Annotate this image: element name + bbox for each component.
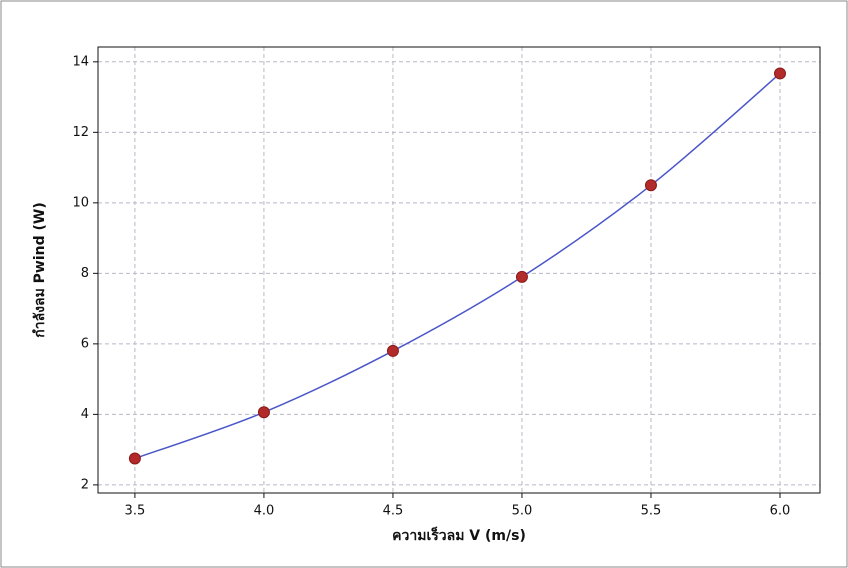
x-tick-label: 3.5 xyxy=(125,504,146,519)
y-tick-label: 8 xyxy=(81,266,89,281)
data-line xyxy=(134,72,781,460)
x-tick-label: 6.0 xyxy=(770,504,791,519)
data-point xyxy=(128,452,141,465)
data-point xyxy=(386,344,399,357)
x-axis-title: ความเร็วลม V (m/s) xyxy=(392,526,526,544)
y-tick-label: 4 xyxy=(81,407,89,422)
data-point xyxy=(774,67,787,80)
y-tick-label: 2 xyxy=(81,477,89,492)
y-tick-label: 6 xyxy=(81,336,89,351)
y-tick-label: 14 xyxy=(72,54,89,69)
data-point xyxy=(515,270,528,283)
y-tick-label: 10 xyxy=(72,195,89,210)
x-tick-label: 4.5 xyxy=(383,504,404,519)
plot-area xyxy=(98,47,820,493)
y-axis-title: กำลังลม Pwind (W) xyxy=(32,202,48,338)
x-tick-label: 5.5 xyxy=(641,504,662,519)
x-tick-label: 4.0 xyxy=(254,504,275,519)
data-point xyxy=(644,179,657,192)
data-point xyxy=(257,406,270,419)
plot-border xyxy=(97,46,821,494)
y-tick-label: 12 xyxy=(72,125,89,140)
x-tick-label: 5.0 xyxy=(512,504,533,519)
